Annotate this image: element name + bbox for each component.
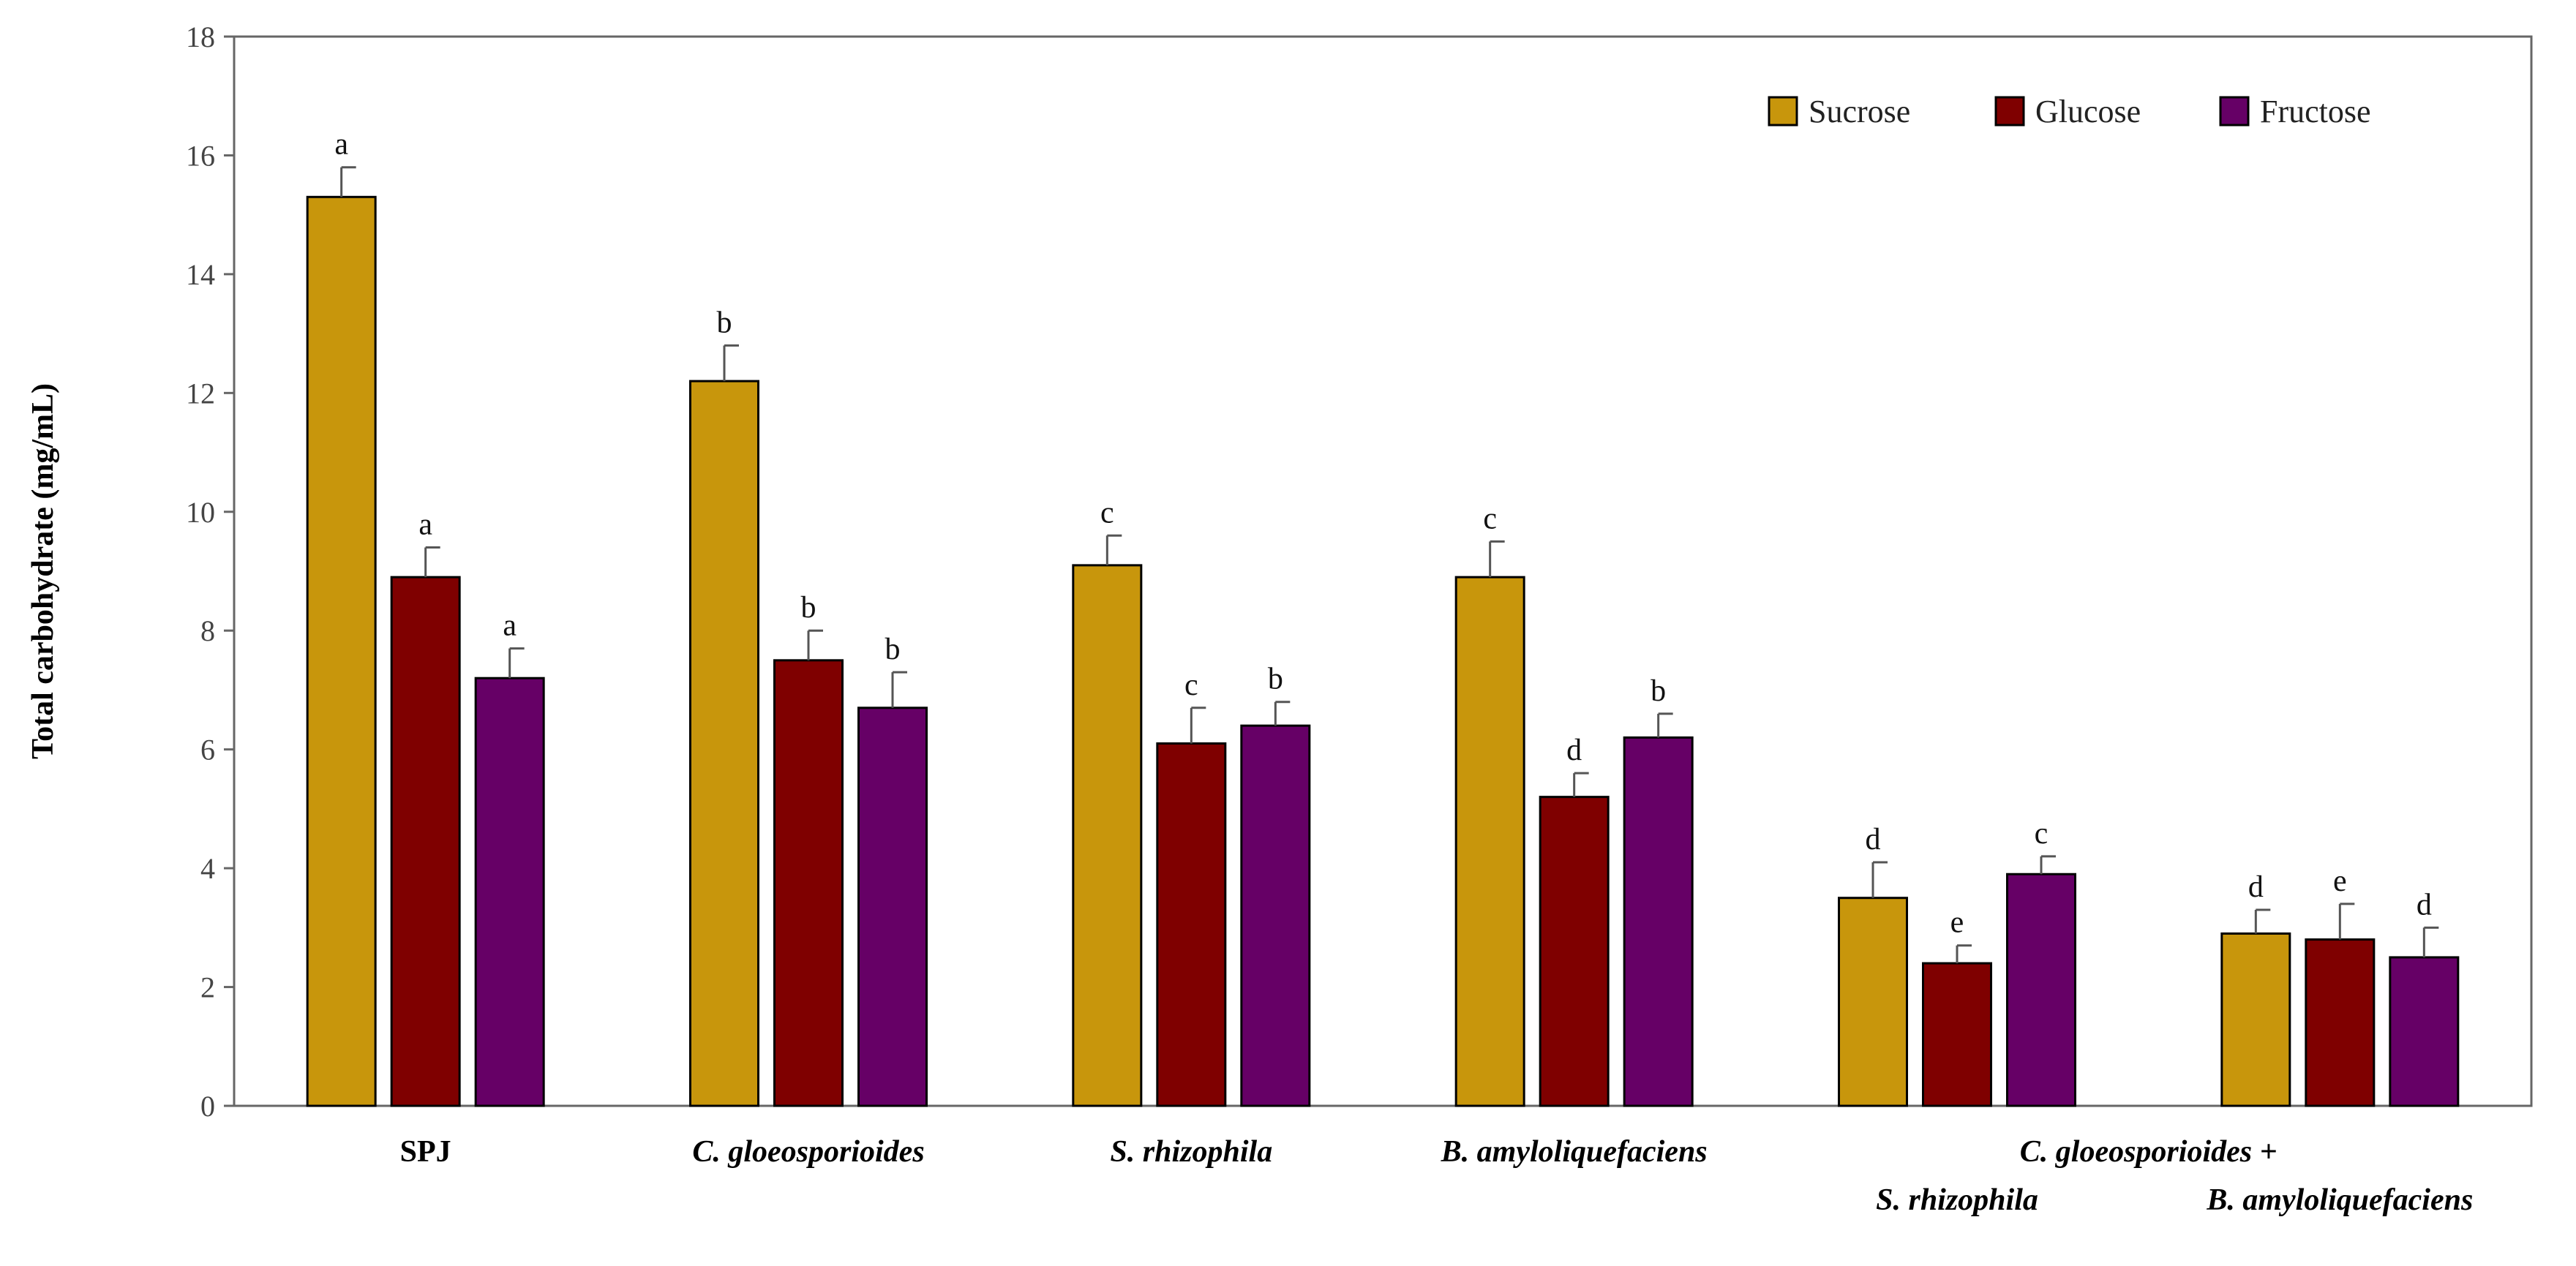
bar-sucrose [1454, 576, 1525, 1107]
bar-fructose [2389, 956, 2460, 1107]
bar-glucose [1156, 742, 1227, 1107]
significance-letter: d [2417, 888, 2432, 922]
bar-fructose [857, 707, 928, 1107]
y-tick-label: 0 [200, 1090, 215, 1123]
bar-sucrose [306, 195, 377, 1107]
y-tick-label: 4 [200, 852, 215, 885]
bar-fructose [2006, 873, 2076, 1107]
y-tick-label: 10 [186, 496, 215, 529]
significance-letter: d [1566, 734, 1582, 767]
significance-letter: b [801, 591, 816, 625]
legend-label: Sucrose [1809, 94, 1910, 129]
significance-letter: e [2333, 864, 2347, 898]
x-axis: SPJ C. gloeosporioides S. rhizophila B. amy… [400, 1135, 2474, 1217]
bars-layer: a a a b b b c c b c d b d e c d e d [306, 128, 2460, 1107]
x-category-label: S. rhizophila [1876, 1183, 2038, 1217]
bar-fructose [474, 677, 545, 1107]
bar-glucose [773, 659, 844, 1107]
legend-label: Fructose [2260, 94, 2371, 129]
significance-letter: c [1483, 502, 1497, 535]
significance-letter: d [2248, 870, 2264, 904]
significance-letter: a [334, 128, 348, 162]
y-tick-label: 16 [186, 139, 215, 172]
x-category-label: SPJ [400, 1135, 451, 1169]
x-category-label: B. amyloliquefaciens [2206, 1183, 2473, 1217]
significance-letter: a [418, 508, 432, 542]
legend-label: Glucose [2035, 94, 2141, 129]
significance-letter: b [885, 633, 901, 666]
bar-glucose [1539, 796, 1610, 1107]
significance-letter: e [1950, 906, 1964, 940]
bar-sucrose [689, 380, 759, 1107]
legend-swatch-glucose [1994, 96, 2025, 127]
y-tick-label: 18 [186, 20, 215, 53]
y-tick-label: 8 [200, 614, 215, 647]
bar-sucrose [2220, 932, 2291, 1107]
significance-letter: b [717, 306, 732, 339]
y-tick-label: 12 [186, 377, 215, 410]
significance-letter: c [2035, 817, 2049, 851]
x-category-label: S. rhizophila [1110, 1135, 1272, 1169]
significance-letter: d [1866, 823, 1881, 856]
y-tick-label: 6 [200, 734, 215, 766]
bar-glucose [390, 576, 461, 1107]
legend-swatch-sucrose [1768, 96, 1798, 127]
x-category-label: B. amyloliquefaciens [1441, 1135, 1708, 1169]
x-category-label: C. gloeosporioides + [2020, 1135, 2278, 1169]
legend: Sucrose Glucose Fructose [1768, 94, 2371, 129]
bar-sucrose [1072, 564, 1143, 1107]
significance-letter: b [1268, 663, 1283, 696]
significance-letter: b [1651, 674, 1666, 708]
y-tick-label: 2 [200, 971, 215, 1004]
bar-glucose [2305, 938, 2376, 1107]
plot-frame [233, 35, 2533, 1107]
y-tick-label: 14 [186, 258, 215, 291]
legend-swatch-fructose [2219, 96, 2250, 127]
y-axis-title: Total carbohydrate (mg/mL) [26, 383, 60, 759]
bar-fructose [1623, 736, 1694, 1107]
bar-sucrose [1838, 897, 1908, 1107]
significance-letter: c [1184, 668, 1198, 702]
y-axis: 0 2 4 6 8 10 12 14 16 18 [186, 20, 234, 1123]
bar-fructose [1240, 724, 1311, 1107]
x-category-label: C. gloeosporioides [692, 1135, 924, 1169]
significance-letter: c [1100, 496, 1114, 530]
significance-letter: a [503, 609, 517, 643]
bar-glucose [1922, 962, 1992, 1107]
